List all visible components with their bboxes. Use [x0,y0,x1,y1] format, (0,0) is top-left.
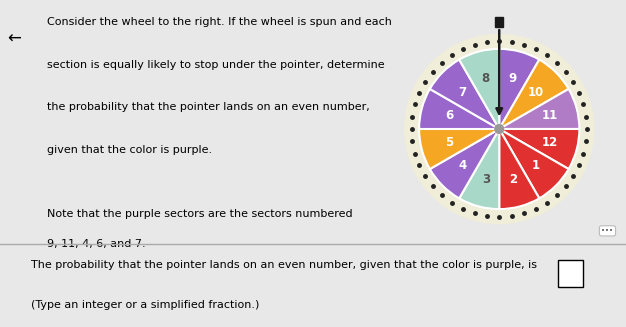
Text: Note that the purple sectors are the sectors numbered: Note that the purple sectors are the sec… [47,209,352,219]
FancyBboxPatch shape [495,17,503,27]
Wedge shape [419,89,500,129]
Wedge shape [500,129,579,169]
Text: 4: 4 [458,159,466,172]
Text: 12: 12 [541,136,558,149]
Bar [558,260,583,287]
Wedge shape [459,129,500,209]
Text: 8: 8 [481,72,490,85]
Text: ←: ← [8,29,21,47]
Text: 3: 3 [481,173,490,186]
Text: Consider the wheel to the right. If the wheel is spun and each: Consider the wheel to the right. If the … [47,17,392,27]
Wedge shape [500,89,579,129]
Text: section is equally likely to stop under the pointer, determine: section is equally likely to stop under … [47,60,384,70]
Wedge shape [430,129,500,198]
Wedge shape [459,49,500,129]
Circle shape [404,34,594,224]
Text: 6: 6 [445,109,453,122]
Text: 10: 10 [528,86,544,99]
Text: 2: 2 [509,173,517,186]
Text: 9, 11, 4, 6, and 7.: 9, 11, 4, 6, and 7. [47,239,146,249]
Text: given that the color is purple.: given that the color is purple. [47,145,212,155]
Wedge shape [500,129,539,209]
Wedge shape [430,60,500,129]
Wedge shape [500,129,568,198]
Wedge shape [500,49,539,129]
Text: (Type an integer or a simplified fraction.): (Type an integer or a simplified fractio… [31,300,260,310]
Text: 11: 11 [541,109,558,122]
Text: 9: 9 [508,72,517,85]
Text: the probability that the pointer lands on an even number,: the probability that the pointer lands o… [47,102,370,112]
Text: 5: 5 [445,136,453,149]
Text: 1: 1 [532,159,540,172]
Wedge shape [419,129,500,169]
Text: The probability that the pointer lands on an even number, given that the color i: The probability that the pointer lands o… [31,260,537,270]
Wedge shape [500,60,568,129]
Text: •••: ••• [602,228,613,234]
Circle shape [495,125,504,133]
Text: 7: 7 [458,86,466,99]
